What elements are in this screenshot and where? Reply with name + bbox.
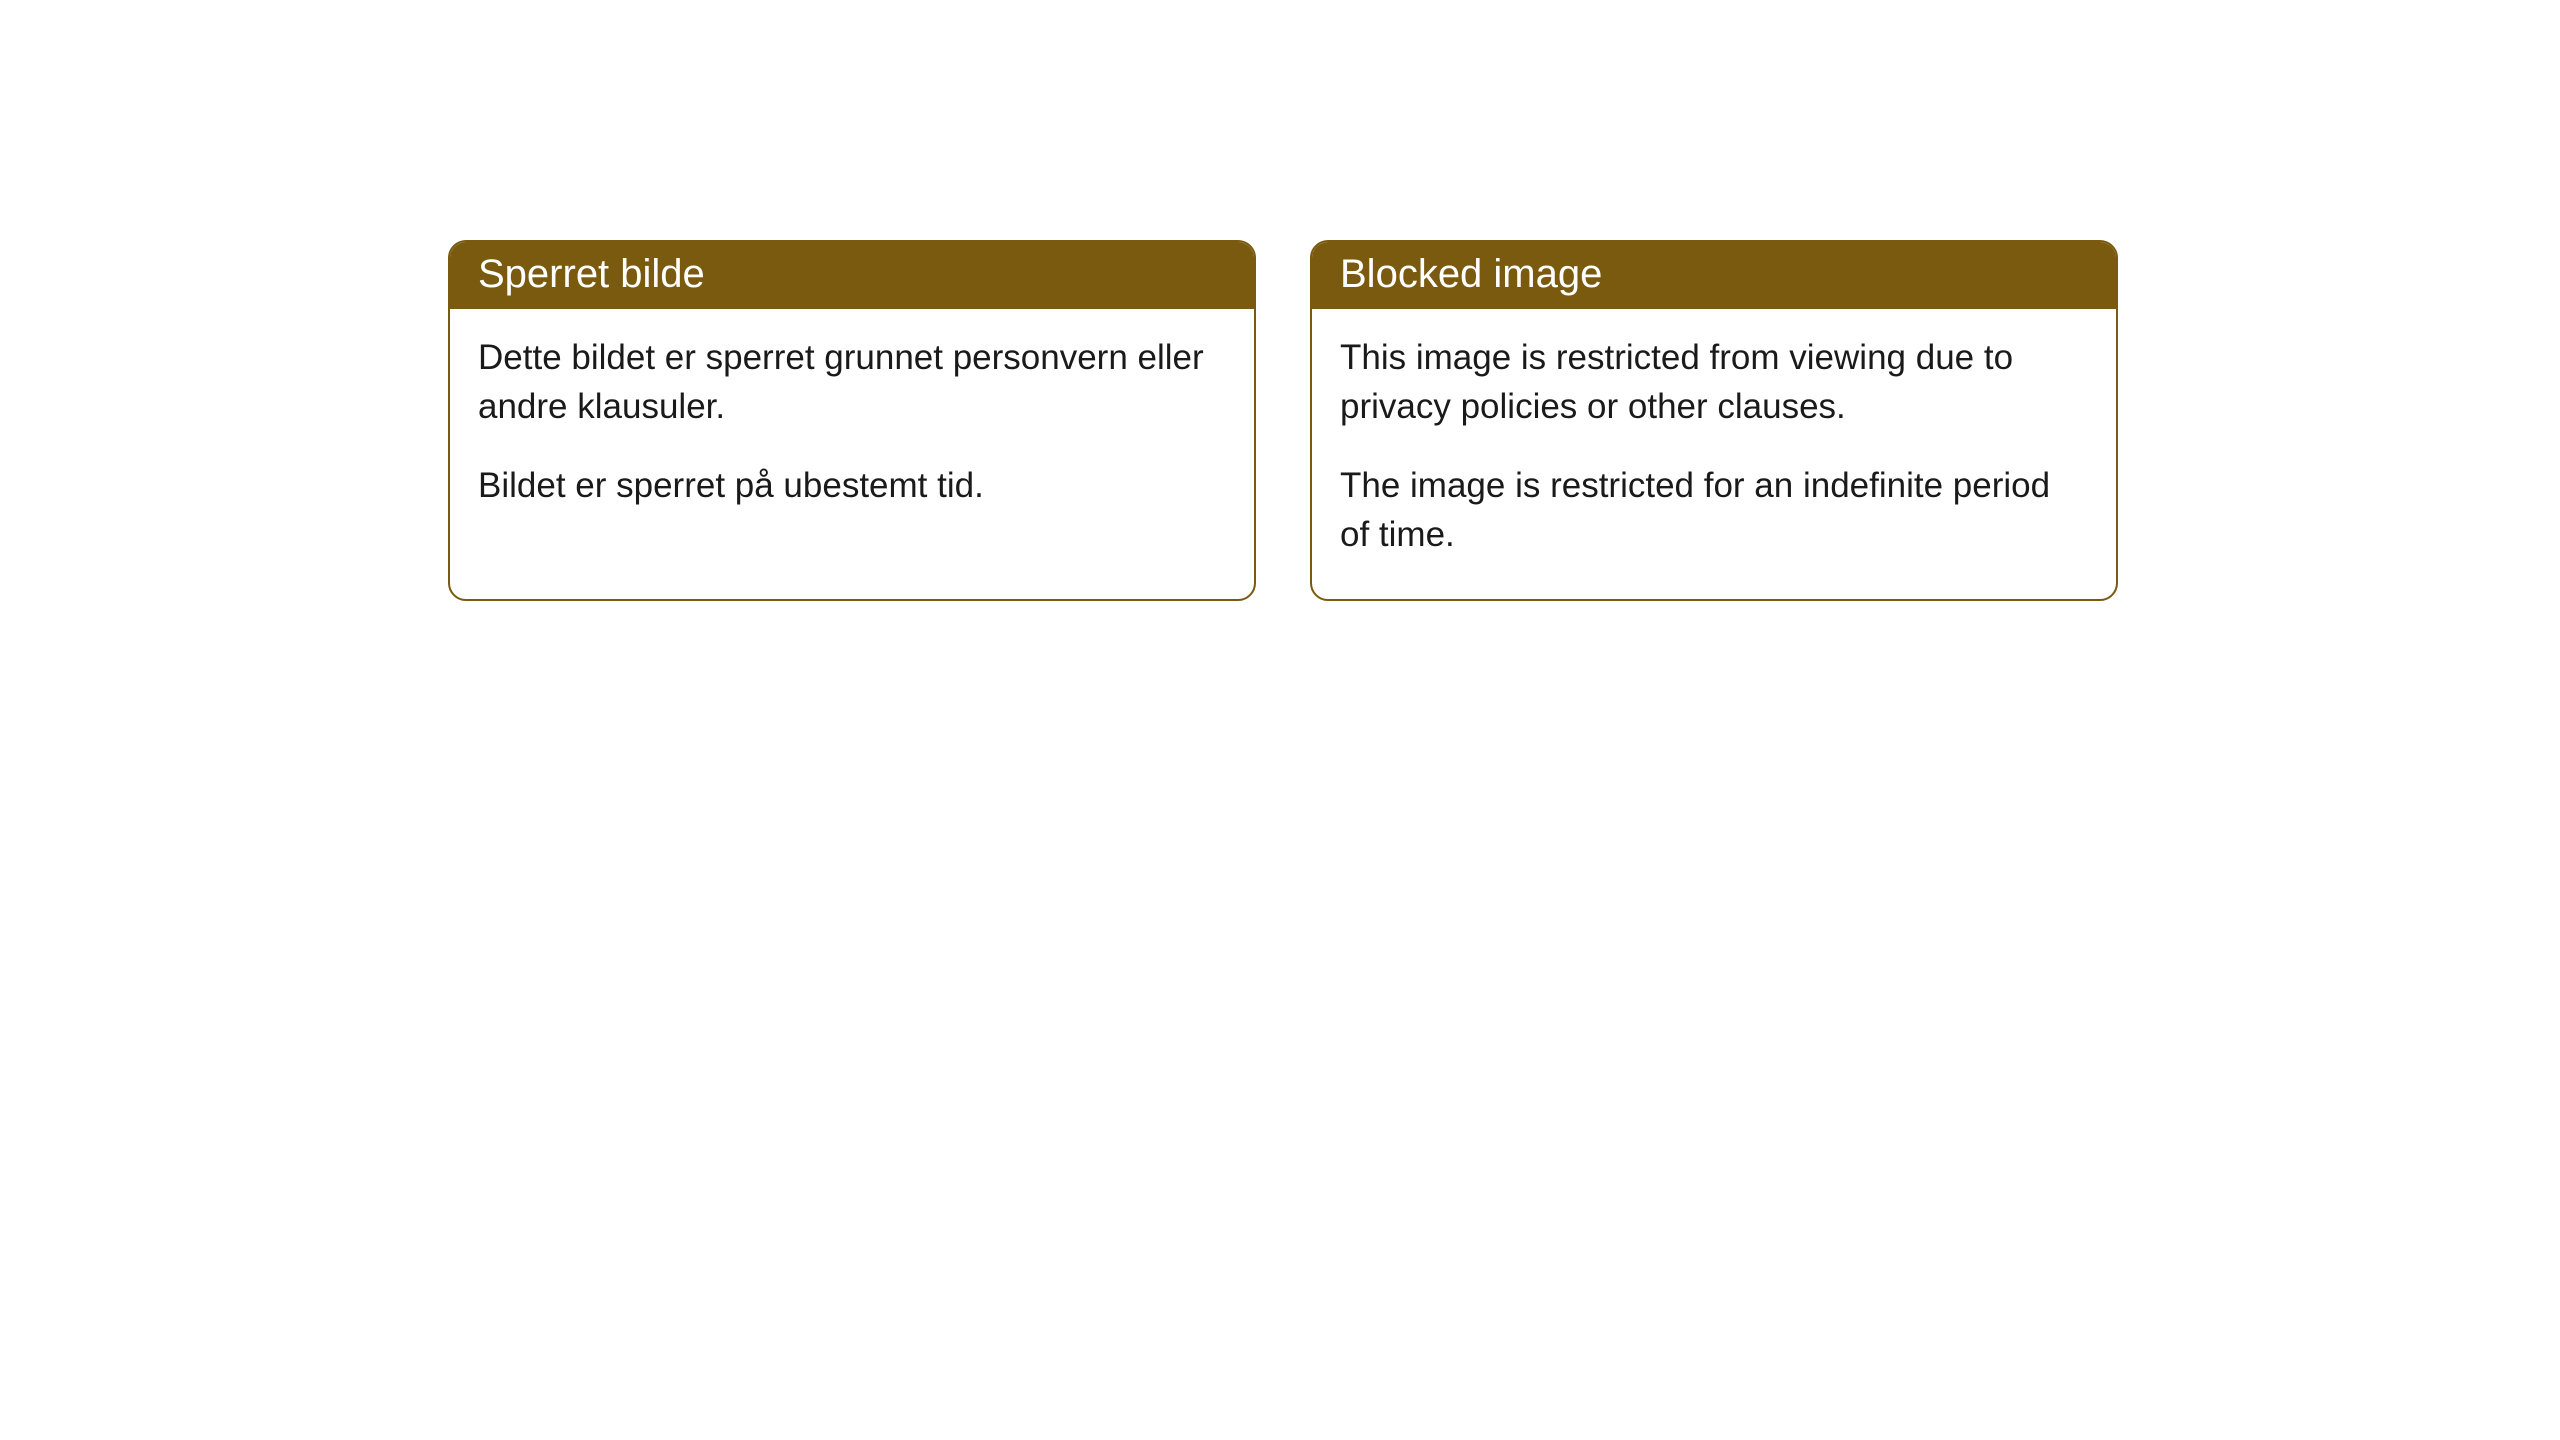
notice-body-english: This image is restricted from viewing du… [1312,309,2116,599]
notice-header-english: Blocked image [1312,242,2116,309]
notice-paragraph: The image is restricted for an indefinit… [1340,461,2088,559]
notice-paragraph: This image is restricted from viewing du… [1340,333,2088,431]
notice-paragraph: Bildet er sperret på ubestemt tid. [478,461,1226,510]
notice-title: Sperret bilde [478,252,705,296]
notice-title: Blocked image [1340,252,1602,296]
notice-header-norwegian: Sperret bilde [450,242,1254,309]
notice-body-norwegian: Dette bildet er sperret grunnet personve… [450,309,1254,550]
notice-paragraph: Dette bildet er sperret grunnet personve… [478,333,1226,431]
notice-card-english: Blocked image This image is restricted f… [1310,240,2118,601]
notice-card-norwegian: Sperret bilde Dette bildet er sperret gr… [448,240,1256,601]
notice-container: Sperret bilde Dette bildet er sperret gr… [0,0,2560,601]
